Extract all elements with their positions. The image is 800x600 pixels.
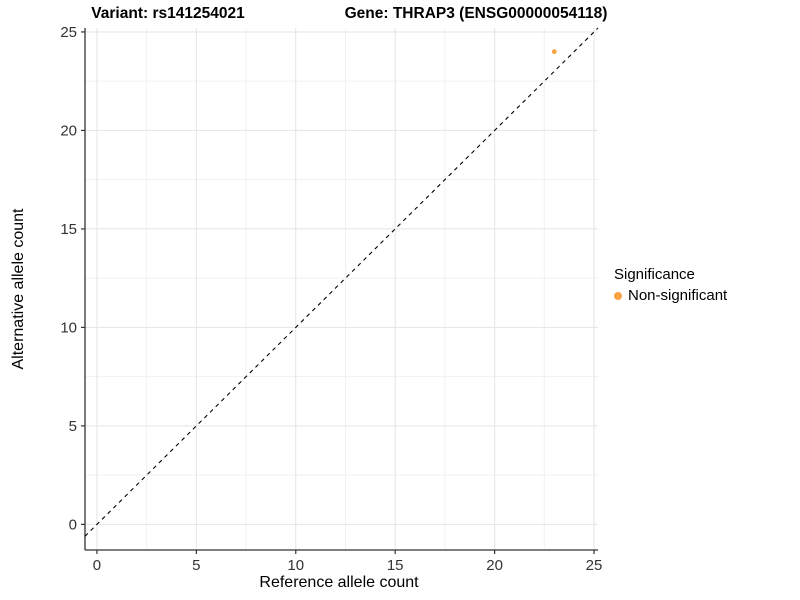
x-tick-label: 25 [586,557,603,574]
y-tick-label: 25 [60,24,77,41]
series-non-significant [551,49,557,55]
axis-lines [84,28,598,551]
x-axis-label: Reference allele count [259,574,419,591]
y-tick-label: 20 [60,122,77,139]
x-tick-labels: 0 5 10 15 20 25 [93,557,603,574]
legend: Significance Non-significant [614,266,727,304]
identity-line [84,27,599,537]
y-axis-label: Alternative allele count [10,208,27,370]
x-tick-label: 20 [486,557,503,574]
gridlines-major [85,28,598,550]
y-tick-label: 10 [60,319,77,336]
legend-item-label: Non-significant [628,287,728,304]
legend-item-non-significant: Non-significant [614,287,727,304]
plot-title-variant: Variant: rs141254021 [91,5,245,22]
plot-panel [85,28,598,550]
legend-point-icon [614,291,622,300]
x-tick-label: 15 [387,557,404,574]
plot-title-gene: Gene: THRAP3 (ENSG00000054118) [344,5,608,22]
data-point [551,49,557,55]
y-tick-labels: 0 5 10 15 20 25 [60,24,77,533]
x-tick-label: 5 [192,557,200,574]
y-tick-label: 15 [60,221,77,238]
y-tick-label: 0 [69,516,77,533]
y-tick-label: 5 [69,418,77,435]
gridlines-minor [85,28,598,550]
tick-marks [81,31,595,554]
x-tick-label: 0 [93,557,101,574]
legend-title: Significance [614,266,695,283]
x-tick-label: 10 [287,557,304,574]
